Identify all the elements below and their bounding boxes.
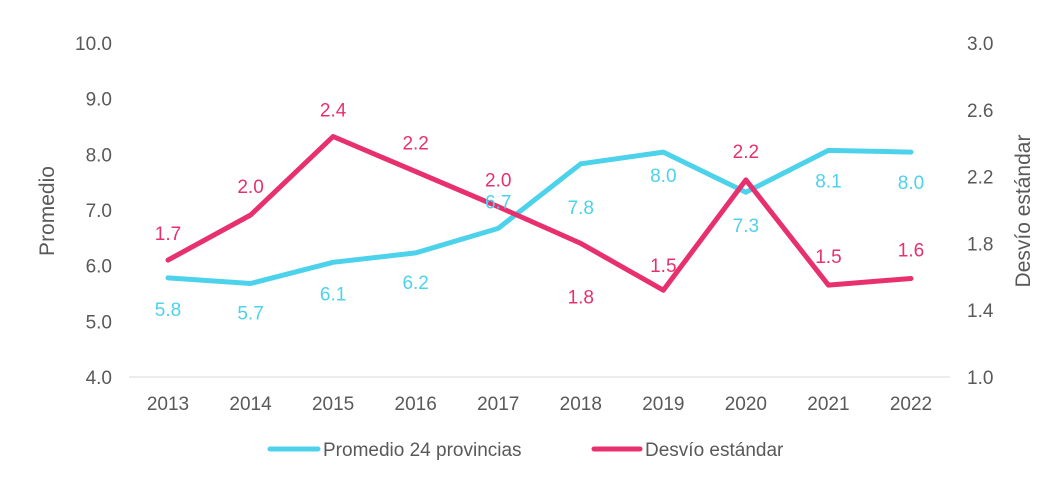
data-label-promedio: 7.3 <box>733 216 759 237</box>
x-tick-label: 2015 <box>312 394 354 415</box>
data-label-desvio: 1.6 <box>898 240 924 261</box>
data-label-desvio: 1.5 <box>815 247 841 268</box>
data-label-promedio: 6.7 <box>485 192 511 213</box>
legend-label-promedio: Promedio 24 provincias <box>323 440 522 461</box>
left-tick-label: 10.0 <box>75 34 112 55</box>
data-label-desvio: 1.5 <box>650 256 676 277</box>
data-labels-layer: 5.8 5.7 6.1 6.2 6.7 7.8 8.0 7.3 8.1 8.0 1.7 2.0 2.4 2… <box>155 101 924 325</box>
data-label-promedio: 8.1 <box>815 171 841 192</box>
data-label-promedio: 6.2 <box>402 273 428 294</box>
left-tick-label: 4.0 <box>86 368 112 389</box>
x-tick-label: 2019 <box>642 394 684 415</box>
right-axis-ticks: 1.0 1.4 1.8 2.2 2.6 3.0 <box>967 34 994 389</box>
left-axis-ticks: 4.0 5.0 6.0 7.0 8.0 9.0 10.0 <box>75 34 112 389</box>
right-tick-label: 1.4 <box>967 301 994 322</box>
right-tick-label: 1.0 <box>967 368 993 389</box>
data-label-promedio: 5.8 <box>155 300 181 321</box>
data-label-desvio: 1.7 <box>155 224 181 245</box>
left-tick-label: 7.0 <box>86 201 112 222</box>
legend: Promedio 24 provincias Desvío estándar <box>267 440 784 461</box>
legend-label-desvio: Desvío estándar <box>645 440 784 461</box>
series-layer <box>165 134 914 293</box>
data-label-desvio: 2.2 <box>402 134 428 155</box>
data-label-desvio: 1.8 <box>568 287 594 308</box>
series-line-promedio <box>165 147 914 286</box>
x-tick-label: 2021 <box>807 394 849 415</box>
x-axis-ticks: 2013 2014 2015 2016 2017 2018 2019 2020 2021 2022 <box>147 394 932 415</box>
left-tick-label: 8.0 <box>86 145 112 166</box>
data-label-desvio: 2.0 <box>485 171 511 192</box>
left-tick-label: 5.0 <box>86 312 112 333</box>
x-tick-label: 2017 <box>477 394 519 415</box>
x-tick-label: 2016 <box>395 394 437 415</box>
data-label-promedio: 7.8 <box>568 198 594 219</box>
data-label-promedio: 8.0 <box>650 166 676 187</box>
data-label-desvio: 2.2 <box>733 142 759 163</box>
data-label-desvio: 2.0 <box>237 177 263 198</box>
x-tick-label: 2018 <box>560 394 602 415</box>
series-line-desvio <box>165 134 914 293</box>
right-tick-label: 3.0 <box>967 34 993 55</box>
x-tick-label: 2014 <box>229 394 272 415</box>
data-label-promedio: 8.0 <box>898 173 924 194</box>
right-tick-label: 1.8 <box>967 234 993 255</box>
left-tick-label: 9.0 <box>86 90 112 111</box>
left-tick-label: 6.0 <box>86 257 112 278</box>
x-tick-label: 2020 <box>725 394 767 415</box>
x-tick-label: 2013 <box>147 394 189 415</box>
data-label-promedio: 6.1 <box>320 284 346 305</box>
right-axis-title: Desvío estándar <box>1012 135 1035 288</box>
data-label-promedio: 5.7 <box>237 303 263 324</box>
x-tick-label: 2022 <box>890 394 932 415</box>
data-label-desvio: 2.4 <box>320 101 347 122</box>
left-axis-title: Promedio <box>36 166 59 256</box>
right-tick-label: 2.6 <box>967 101 993 122</box>
right-tick-label: 2.2 <box>967 168 993 189</box>
